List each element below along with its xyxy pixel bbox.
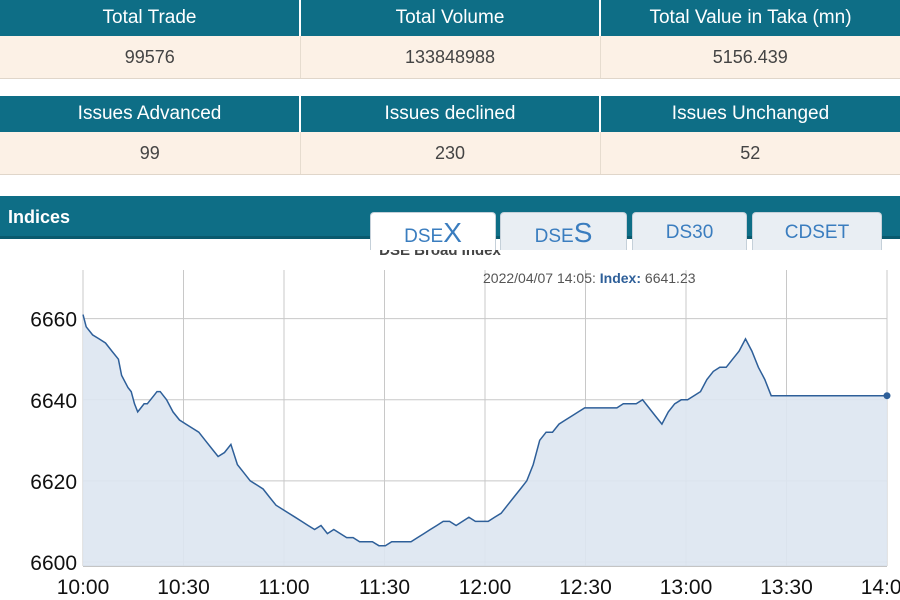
index-series-line — [82, 314, 887, 547]
x-tick-label: 10:30 — [157, 576, 210, 599]
value-total-trade: 99576 — [0, 36, 301, 79]
x-tick-label: 14:00 — [861, 576, 900, 599]
header-issues-unchanged: Issues Unchanged — [600, 96, 900, 132]
x-tick-label: 11:00 — [259, 576, 310, 599]
x-tick-label: 12:00 — [459, 576, 512, 599]
header-total-trade: Total Trade — [0, 0, 301, 36]
value-total-volume: 133848988 — [300, 36, 601, 79]
tooltip-time: 2022/04/07 14:05: — [483, 270, 596, 286]
tab-dses-suffix: S — [573, 217, 593, 248]
y-axis-ticks: 6600 6620 6640 6660 — [30, 309, 77, 575]
issues-stats-table: Issues Advanced Issues declined Issues U… — [0, 96, 900, 175]
tab-dses-prefix: DSE — [534, 226, 574, 247]
x-tick-label: 13:00 — [660, 576, 713, 599]
y-tick-label: 6640 — [30, 390, 77, 413]
value-total-value: 5156.439 — [600, 36, 900, 79]
value-issues-unchanged: 52 — [600, 132, 900, 175]
dsex-index-chart: 6600 6620 6640 6660 10:00 10:30 11:00 11:30 12:… — [0, 250, 900, 600]
x-tick-label: 12:30 — [559, 576, 612, 599]
tab-dses[interactable]: DSES — [500, 212, 627, 252]
y-tick-label: 6600 — [30, 552, 77, 575]
x-axis-ticks: 10:00 10:30 11:00 11:30 12:00 12:30 13:00 13:30… — [57, 576, 900, 599]
value-issues-advanced: 99 — [0, 132, 301, 175]
x-tick-label: 11:30 — [359, 576, 410, 599]
tab-cdset-label: CDSET — [784, 222, 850, 243]
index-area-fill — [83, 314, 887, 566]
tab-ds30[interactable]: DS30 — [632, 212, 747, 252]
header-issues-advanced: Issues Advanced — [0, 96, 301, 132]
chart-tooltip: 2022/04/07 14:05: Index: 6641.23 — [483, 270, 696, 286]
tab-dsex-suffix: X — [443, 217, 462, 248]
value-issues-declined: 230 — [300, 132, 601, 175]
tab-cdset[interactable]: CDSET — [752, 212, 882, 252]
header-total-value: Total Value in Taka (mn) — [600, 0, 900, 36]
tab-dsex-prefix: DSE — [404, 226, 444, 247]
header-issues-declined: Issues declined — [300, 96, 601, 132]
chart-title: DSE Broad Index — [379, 250, 501, 259]
tab-ds30-label: DS30 — [665, 222, 714, 243]
x-tick-label: 10:00 — [57, 576, 110, 599]
header-total-volume: Total Volume — [300, 0, 601, 36]
market-stats-table: Total Trade Total Volume Total Value in … — [0, 0, 900, 79]
indices-title: Indices — [8, 207, 71, 227]
y-tick-label: 6660 — [30, 309, 77, 332]
x-tick-label: 13:30 — [760, 576, 813, 599]
y-tick-label: 6620 — [30, 471, 77, 494]
tooltip-label: Index: — [600, 270, 641, 286]
index-last-point-marker — [883, 392, 891, 400]
tooltip-value: 6641.23 — [645, 270, 696, 286]
tab-dsex[interactable]: DSEX — [370, 212, 496, 252]
